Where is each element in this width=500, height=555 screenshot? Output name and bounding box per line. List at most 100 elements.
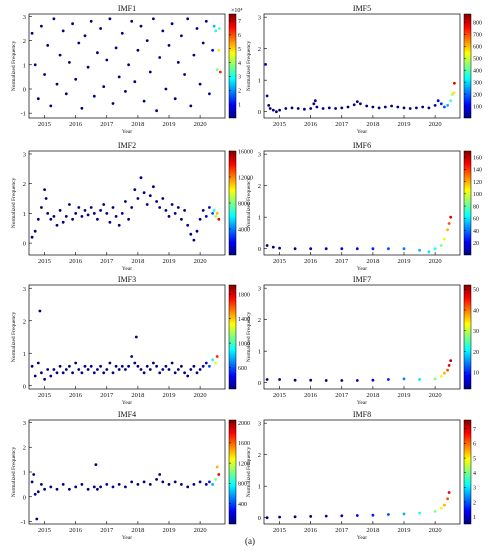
data-point xyxy=(136,364,140,368)
data-point xyxy=(102,371,106,375)
colorbar xyxy=(463,150,472,256)
data-point xyxy=(415,106,418,110)
data-point xyxy=(355,247,359,251)
data-point xyxy=(108,220,112,224)
data-point xyxy=(152,361,155,365)
data-point xyxy=(176,368,180,371)
data-point xyxy=(55,371,59,375)
data-point xyxy=(180,217,183,221)
y-tick-label: 3 xyxy=(23,286,26,293)
data-point xyxy=(284,107,288,110)
data-point xyxy=(92,94,96,98)
colorbar-tick-label: 400 xyxy=(238,502,247,508)
x-tick-label: 2015 xyxy=(38,258,51,265)
x-tick-label: 2017 xyxy=(335,258,349,265)
data-point xyxy=(49,485,53,489)
y-tick-label: 1 xyxy=(23,470,26,477)
data-point xyxy=(117,75,121,79)
data-point xyxy=(43,188,46,192)
colorbar-tick-label: 160 xyxy=(473,155,482,161)
data-point xyxy=(142,191,146,195)
data-point xyxy=(105,58,109,62)
y-axis-label: Normalized Frequency xyxy=(11,177,17,228)
data-point xyxy=(192,238,196,242)
x-axis-label: Year xyxy=(122,129,132,135)
colorbar-tick-label: 800 xyxy=(473,21,482,27)
data-point xyxy=(74,77,78,81)
data-point xyxy=(180,364,183,368)
x-tick-label: 2015 xyxy=(38,527,51,534)
y-tick-label: 2 xyxy=(23,318,26,325)
data-point xyxy=(359,102,362,106)
data-point xyxy=(120,364,124,368)
data-point xyxy=(40,24,43,28)
x-tick-label: 2020 xyxy=(194,258,207,265)
x-tick-label: 2019 xyxy=(163,258,176,265)
data-point xyxy=(161,29,165,33)
data-point xyxy=(278,246,281,250)
y-tick-label: 0 xyxy=(23,383,26,390)
data-point xyxy=(68,203,71,206)
data-point xyxy=(265,378,269,381)
data-point xyxy=(111,206,115,209)
colorbar-tick-label: 2 xyxy=(473,500,476,506)
colorbar-tick-label: 800 xyxy=(238,482,247,488)
colorbar-tick-label: 6 xyxy=(238,33,241,39)
data-point xyxy=(46,368,50,371)
data-point xyxy=(99,364,102,368)
data-point xyxy=(155,109,159,113)
data-point xyxy=(134,335,138,339)
data-point xyxy=(387,378,390,381)
data-point xyxy=(117,368,121,371)
data-point xyxy=(139,176,143,180)
y-tick-label: 0 xyxy=(23,241,26,248)
y-axis-label: Normalized Frequency xyxy=(246,40,252,91)
y-tick-label: 2 xyxy=(23,181,26,188)
data-point xyxy=(313,99,317,103)
data-point xyxy=(35,517,39,521)
colorbar-tick-label: 40 xyxy=(473,229,479,235)
data-point xyxy=(96,217,99,221)
data-point xyxy=(201,41,205,45)
data-point xyxy=(68,487,71,491)
data-point xyxy=(102,85,106,88)
colorbar-tick-label: 1 xyxy=(238,102,241,108)
data-point xyxy=(309,378,313,382)
x-tick-label: 2018 xyxy=(366,527,379,534)
data-point xyxy=(114,215,118,218)
data-point xyxy=(83,209,87,212)
data-point xyxy=(49,217,53,221)
data-point xyxy=(68,364,71,368)
data-point xyxy=(164,87,168,91)
colorbar-tick-label: 7 xyxy=(238,19,241,25)
data-point xyxy=(77,206,81,209)
colorbar xyxy=(463,13,472,119)
y-axis-label: Normalized Frequency xyxy=(11,446,17,497)
data-point xyxy=(176,61,180,64)
data-point xyxy=(32,473,36,476)
data-point xyxy=(201,364,205,368)
y-axis-label: Normalized Frequency xyxy=(11,311,17,362)
data-point xyxy=(49,374,53,378)
x-axis-label: Year xyxy=(122,535,132,541)
y-tick-label: 0 xyxy=(258,515,261,522)
data-point xyxy=(439,506,443,510)
data-point xyxy=(36,490,40,494)
x-tick-label: 2016 xyxy=(304,527,318,534)
data-point xyxy=(383,105,387,109)
colorbar-tick-label: 5 xyxy=(473,456,476,462)
data-point xyxy=(192,364,196,368)
data-point xyxy=(418,511,421,515)
data-point xyxy=(43,73,46,76)
y-tick-label: 0 xyxy=(258,380,261,387)
data-point xyxy=(167,215,171,218)
data-point xyxy=(324,379,328,382)
data-point xyxy=(186,17,190,21)
y-tick-label: 1 xyxy=(23,62,26,69)
y-tick-label: 3 xyxy=(258,286,261,293)
data-point xyxy=(446,497,449,501)
data-point xyxy=(215,68,219,71)
data-point xyxy=(267,104,271,107)
data-point xyxy=(170,22,174,26)
x-axis-label: Year xyxy=(357,400,367,406)
